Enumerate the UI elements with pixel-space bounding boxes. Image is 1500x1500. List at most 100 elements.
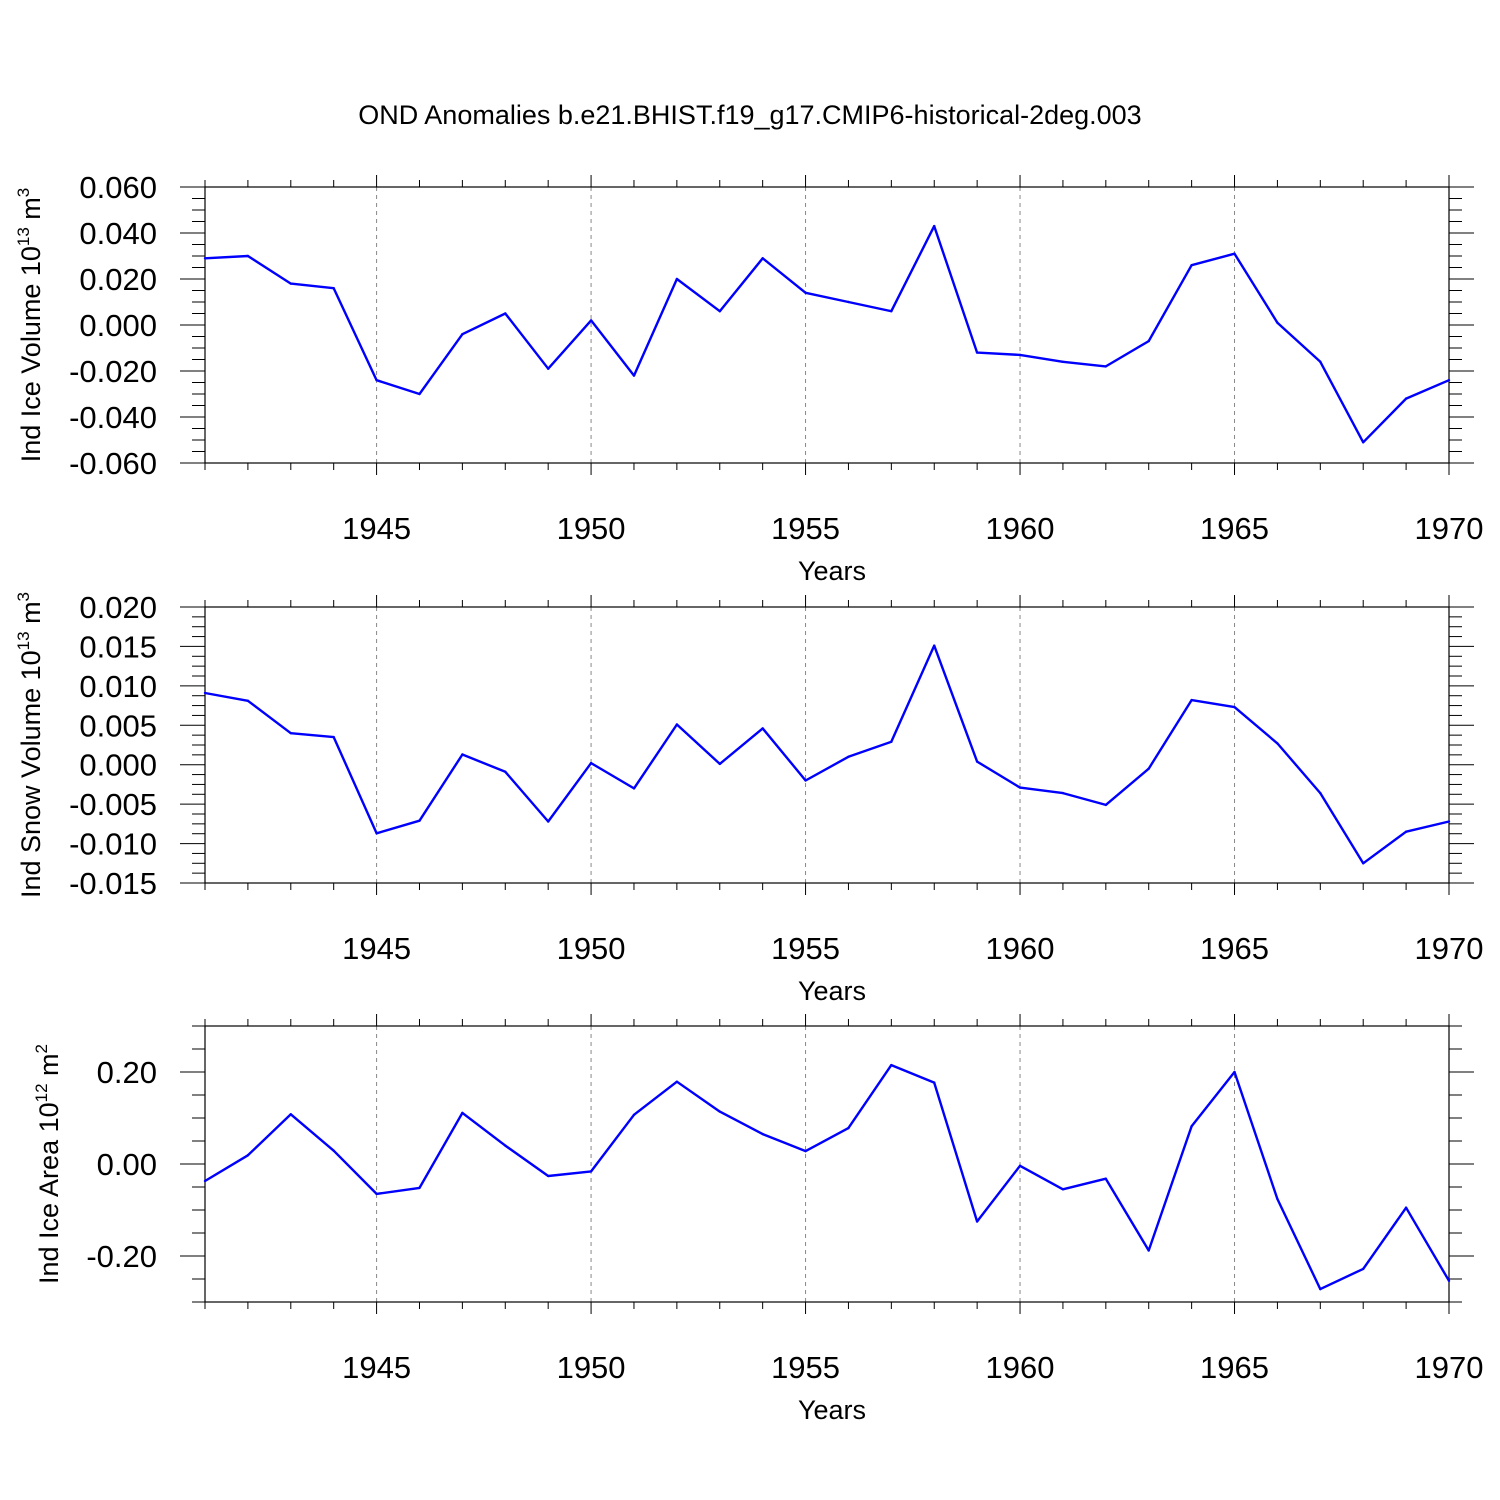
data-series-line	[204, 644, 1450, 865]
x-tick-label: 1955	[771, 511, 840, 546]
data-point	[1276, 321, 1279, 324]
data-point	[1276, 742, 1279, 745]
data-point	[1362, 862, 1365, 865]
x-tick-label: 1945	[342, 931, 411, 966]
x-tick-label: 1965	[1200, 1350, 1269, 1385]
data-point	[1276, 1197, 1279, 1201]
data-point	[504, 312, 507, 315]
data-point	[1147, 339, 1150, 343]
data-point	[1190, 264, 1193, 267]
data-point	[1061, 1188, 1065, 1191]
data-point	[761, 257, 764, 260]
data-point	[203, 691, 207, 695]
data-point	[890, 310, 893, 313]
data-point	[718, 310, 721, 313]
x-tick-label: 1945	[342, 1350, 411, 1385]
data-point	[546, 367, 550, 370]
data-point	[1104, 1177, 1108, 1180]
data-point	[1447, 379, 1451, 382]
data-point	[375, 1192, 378, 1196]
data-point	[975, 1220, 979, 1223]
chart-panel-1: 1945 1950 1955 1960 1965 1970 0.060 0.040 0.020 0…	[14, 170, 1483, 586]
x-tick-label: 1950	[557, 931, 626, 966]
y-tick-label: 0.015	[79, 629, 157, 664]
y-tick-label: 0.005	[79, 708, 157, 743]
data-point	[246, 1154, 250, 1157]
y-axis-label-part: Ind Snow Volume 10	[16, 650, 46, 898]
data-point	[975, 351, 979, 354]
y-tick-label: 0.000	[79, 308, 157, 343]
y-tick-label: -0.005	[69, 787, 157, 822]
data-point	[1233, 705, 1236, 709]
data-point	[1404, 830, 1408, 833]
plot-frame	[204, 1025, 1450, 1303]
data-point	[761, 1132, 764, 1136]
y-tick-label: 0.000	[79, 748, 157, 783]
y-axis-label: Ind Ice Area 1012 m2	[32, 1044, 64, 1284]
y-axis-label-superscript: 3	[14, 592, 33, 601]
data-point	[1362, 1267, 1365, 1271]
data-point	[890, 740, 893, 744]
x-tick-label: 1945	[342, 511, 411, 546]
y-tick-label: -0.060	[69, 446, 157, 481]
data-point	[461, 753, 464, 756]
data-point	[1104, 803, 1108, 807]
data-point	[546, 1174, 550, 1178]
y-tick-label: 0.040	[79, 216, 157, 251]
y-axis-label-part: m	[16, 197, 46, 227]
y-axis-label-superscript: 13	[14, 227, 33, 246]
x-tick-label: 1965	[1200, 511, 1269, 546]
data-point	[289, 1113, 292, 1116]
data-point	[1018, 353, 1022, 357]
plot-frame	[204, 606, 1450, 884]
data-point	[375, 832, 378, 835]
data-point	[504, 1144, 507, 1147]
y-axis-label-superscript: 12	[32, 1083, 51, 1102]
y-tick-label: -0.20	[86, 1239, 157, 1274]
data-point	[589, 1170, 593, 1173]
data-point	[1447, 1279, 1451, 1283]
data-point	[289, 282, 292, 285]
data-point	[1233, 1070, 1236, 1074]
x-tick-label: 1970	[1415, 1350, 1484, 1385]
data-point	[1319, 1287, 1322, 1291]
data-point	[847, 1126, 850, 1130]
y-axis-label-part: m	[34, 1053, 64, 1083]
data-point	[332, 287, 335, 290]
x-tick-label: 1950	[557, 1350, 626, 1385]
y-tick-label: 0.020	[79, 262, 157, 297]
x-tick-label: 1970	[1415, 511, 1484, 546]
data-point	[975, 760, 979, 763]
chart-panels: 1945 1950 1955 1960 1965 1970 0.060 0.040 0.020 0…	[14, 170, 1483, 1425]
y-axis-label-superscript: 3	[14, 188, 33, 197]
y-tick-label: -0.040	[69, 400, 157, 435]
chart-panel-3: 1945 1950 1955 1960 1965 1970 0.20 0.00 -0.20 Yea…	[32, 1014, 1483, 1425]
data-point	[761, 727, 764, 730]
data-point	[675, 1080, 679, 1083]
y-axis-label-superscript: 2	[32, 1044, 51, 1053]
y-tick-label: -0.015	[69, 866, 157, 901]
data-point	[675, 277, 679, 281]
data-point	[1447, 820, 1451, 823]
chart-panel-2: 1945 1950 1955 1960 1965 1970 0.020 0.015 0.010 0…	[14, 590, 1483, 1006]
data-point	[1404, 1206, 1408, 1209]
y-tick-label: 0.20	[97, 1055, 157, 1090]
data-point	[933, 224, 936, 228]
data-point	[847, 755, 850, 759]
y-tick-label: 0.020	[79, 590, 157, 625]
data-point	[1190, 1125, 1193, 1128]
data-point	[675, 723, 679, 726]
y-tick-label: 0.060	[79, 170, 157, 205]
data-point	[847, 300, 850, 304]
data-point	[246, 699, 250, 703]
data-series-line	[204, 1063, 1451, 1291]
data-point	[718, 1110, 721, 1113]
data-point	[1404, 397, 1408, 400]
data-point	[418, 819, 421, 822]
data-point	[1319, 791, 1322, 795]
data-point	[332, 1149, 335, 1152]
data-point	[804, 1149, 807, 1153]
y-axis-label: Ind Snow Volume 1013 m3	[14, 592, 46, 898]
data-point	[589, 319, 593, 322]
